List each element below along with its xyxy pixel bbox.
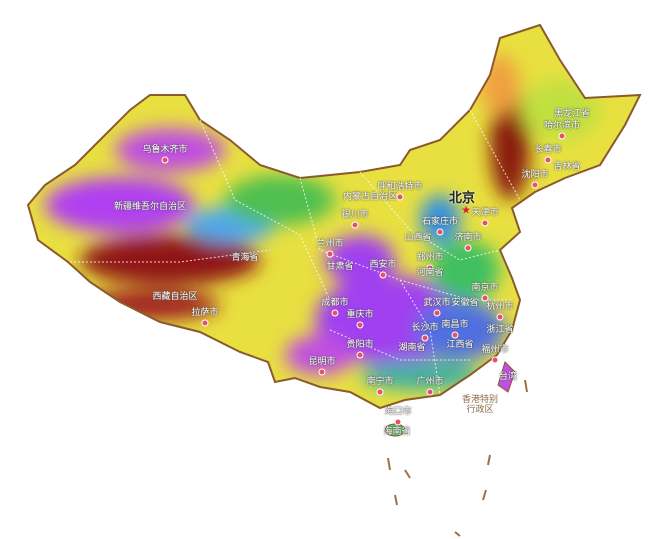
city-marker-icon[interactable]	[394, 418, 402, 426]
city-marker-icon[interactable]	[496, 313, 504, 321]
region-label[interactable]: 新疆维吾尔自治区	[113, 202, 187, 212]
city-marker-icon[interactable]	[356, 351, 364, 359]
city-marker-icon[interactable]	[421, 334, 429, 342]
city-label[interactable]: 重庆市	[346, 310, 374, 320]
region-label[interactable]: 台湾	[498, 372, 518, 382]
region-label[interactable]: 黑龙江省	[553, 109, 591, 119]
city-label[interactable]: 天津市	[471, 208, 499, 218]
city-marker-icon[interactable]	[318, 368, 326, 376]
region-label[interactable]: 浙江省	[486, 325, 514, 335]
city-marker-icon[interactable]	[426, 264, 434, 272]
city-marker-icon[interactable]	[433, 309, 441, 317]
city-marker-icon[interactable]	[451, 331, 459, 339]
city-marker-icon[interactable]	[481, 219, 489, 227]
city-label[interactable]: 石家庄市	[421, 217, 459, 227]
city-marker-icon[interactable]	[351, 221, 359, 229]
region-label[interactable]: 吉林省	[553, 162, 581, 172]
city-label[interactable]: 南宁市	[366, 377, 394, 387]
city-marker-icon[interactable]	[491, 356, 499, 364]
city-marker-icon[interactable]	[531, 181, 539, 189]
capital-label[interactable]: 北京	[448, 191, 476, 206]
city-label[interactable]: 贵阳市	[346, 340, 374, 350]
city-label[interactable]: 乌鲁木齐市	[142, 145, 188, 155]
region-label[interactable]: 河南省	[416, 268, 444, 278]
region-label[interactable]: 湖南省	[398, 343, 426, 353]
city-label[interactable]: 海口市	[384, 407, 412, 417]
city-marker-icon[interactable]	[326, 250, 334, 258]
city-label[interactable]: 南昌市	[441, 320, 469, 330]
region-label[interactable]: 安徽省	[451, 298, 479, 308]
region-label[interactable]: 内蒙古自治区	[342, 192, 398, 202]
city-label[interactable]: 广州市	[416, 377, 444, 387]
city-label[interactable]: 福州市	[481, 345, 509, 355]
city-marker-icon[interactable]	[376, 388, 384, 396]
hong-kong-line1: 香港特别	[461, 395, 499, 405]
city-marker-icon[interactable]	[436, 228, 444, 236]
city-marker-icon[interactable]	[481, 294, 489, 302]
city-marker-icon[interactable]	[379, 271, 387, 279]
city-label[interactable]: 济南市	[454, 233, 482, 243]
region-label[interactable]: 山西省	[404, 233, 432, 243]
star-icon: ★	[461, 203, 471, 217]
hong-kong-line2: 行政区	[466, 405, 494, 415]
province-borders	[70, 109, 521, 396]
city-label[interactable]: 杭州市	[486, 302, 514, 312]
city-label[interactable]: 拉萨市	[191, 308, 219, 318]
city-marker-icon[interactable]	[544, 156, 552, 164]
region-label[interactable]: 甘肃省	[326, 262, 354, 272]
city-label[interactable]: 银川市	[341, 210, 369, 220]
city-label[interactable]: 昆明市	[308, 357, 336, 367]
city-marker-icon[interactable]	[464, 244, 472, 252]
city-label[interactable]: 呼和浩特市	[377, 182, 423, 192]
region-label[interactable]: 青海省	[231, 253, 259, 263]
taiwan-island	[497, 361, 516, 393]
city-label[interactable]: 哈尔滨市	[543, 121, 581, 131]
city-label[interactable]: 西安市	[369, 260, 397, 270]
city-label[interactable]: 成都市	[321, 298, 349, 308]
city-marker-icon[interactable]	[356, 321, 364, 329]
city-marker-icon[interactable]	[201, 319, 209, 327]
region-label[interactable]: 海南省	[383, 427, 411, 437]
city-marker-icon[interactable]	[426, 388, 434, 396]
city-label[interactable]: 沈阳市	[521, 170, 549, 180]
city-label[interactable]: 兰州市	[316, 239, 344, 249]
city-label[interactable]: 郑州市	[416, 253, 444, 263]
city-label[interactable]: 南京市	[471, 283, 499, 293]
city-label[interactable]: 长春市	[534, 145, 562, 155]
hong-kong-label[interactable]: 香港特别 行政区	[462, 395, 498, 415]
region-label[interactable]: 西藏自治区	[152, 292, 198, 302]
region-label[interactable]: 江西省	[446, 340, 474, 350]
city-label[interactable]: 武汉市	[423, 298, 451, 308]
city-marker-icon[interactable]	[331, 309, 339, 317]
city-marker-icon[interactable]	[396, 193, 404, 201]
nine-dash-line	[387, 379, 528, 537]
city-label[interactable]: 长沙市	[411, 323, 439, 333]
city-marker-icon[interactable]	[558, 132, 566, 140]
city-marker-icon[interactable]	[161, 156, 169, 164]
